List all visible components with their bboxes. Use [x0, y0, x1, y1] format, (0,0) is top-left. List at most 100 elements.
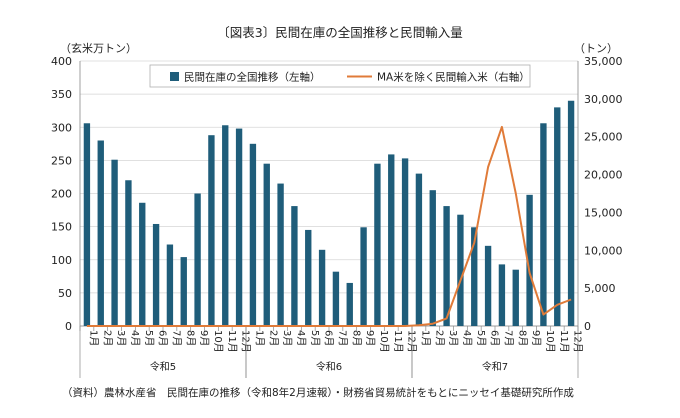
- bar: [457, 214, 464, 326]
- month-label: 7月: [170, 330, 182, 346]
- month-label: 1月: [419, 330, 431, 346]
- bar: [374, 163, 381, 326]
- right-tick-label: 20,000: [584, 169, 623, 182]
- plot-area: 0 50 100 150 200 250 300 350 400 0 5,000 10,000 15,0…: [51, 55, 623, 378]
- legend-bar-label: 民間在庫の全国推移（左軸）: [184, 71, 321, 84]
- month-label: 2月: [267, 330, 279, 346]
- bar: [388, 154, 395, 326]
- bar: [235, 128, 243, 326]
- left-tick-label: 350: [51, 88, 72, 101]
- left-tick-label: 300: [51, 121, 72, 134]
- bar: [83, 123, 91, 327]
- right-tick-label: 5,000: [584, 282, 616, 295]
- bar: [125, 180, 132, 326]
- month-label: 10月: [378, 330, 390, 353]
- month-label: 7月: [336, 330, 348, 346]
- bar: [346, 282, 353, 326]
- month-label: 9月: [364, 330, 376, 346]
- bar: [429, 190, 436, 326]
- bar: [249, 143, 257, 326]
- bar: [208, 135, 215, 326]
- month-label: 12月: [240, 330, 252, 353]
- month-label: 10月: [212, 330, 224, 353]
- right-tick-label: 35,000: [584, 55, 623, 68]
- month-label: 7月: [502, 330, 514, 346]
- left-tick-label: 50: [58, 287, 72, 300]
- month-label: 5月: [309, 330, 321, 346]
- month-label: 11月: [558, 330, 570, 353]
- bar: [443, 206, 450, 326]
- bar: [277, 183, 284, 326]
- bar: [401, 158, 409, 326]
- month-label: 9月: [198, 330, 210, 346]
- month-label: 6月: [157, 330, 169, 346]
- bar: [512, 269, 519, 326]
- bar: [152, 223, 160, 326]
- bar: [166, 244, 174, 326]
- month-label: 12月: [572, 330, 584, 353]
- bar: [111, 159, 118, 326]
- left-tick-label: 200: [51, 188, 72, 201]
- bar: [567, 100, 575, 326]
- bar: [471, 227, 478, 326]
- month-label: 1月: [253, 330, 265, 346]
- legend-bar-swatch: [170, 72, 179, 81]
- month-label: 5月: [143, 330, 155, 346]
- month-label: 6月: [323, 330, 335, 346]
- legend-frame: [149, 64, 531, 88]
- month-label: 11月: [392, 330, 404, 353]
- left-axis-label: （玄米万トン）: [60, 41, 137, 55]
- month-label: 8月: [350, 330, 362, 346]
- bar: [484, 245, 492, 326]
- month-label: 2月: [433, 330, 445, 346]
- year-group-label: 令和5: [150, 360, 176, 373]
- month-label: 3月: [447, 330, 459, 346]
- month-label: 8月: [184, 330, 196, 346]
- month-label: 10月: [544, 330, 556, 353]
- bar: [360, 227, 367, 326]
- bar: [415, 173, 423, 326]
- right-tick-label: 30,000: [584, 93, 623, 106]
- bar: [498, 264, 506, 326]
- bar: [554, 107, 561, 326]
- month-label: 5月: [475, 330, 487, 346]
- left-tick-label: 400: [51, 55, 72, 68]
- bar: [222, 125, 229, 326]
- right-tick-label: 0: [584, 320, 591, 333]
- right-axis-label: （トン）: [574, 42, 618, 55]
- month-label: 8月: [516, 330, 528, 346]
- bar: [332, 271, 340, 326]
- chart-title: 〔図表3〕民間在庫の全国推移と民間輸入量: [217, 25, 462, 40]
- bar: [305, 229, 312, 326]
- right-tick-label: 25,000: [584, 131, 623, 144]
- left-tick-label: 100: [51, 254, 72, 267]
- bar: [263, 163, 270, 326]
- bar: [540, 123, 547, 327]
- month-label: 6月: [489, 330, 501, 346]
- bar: [318, 249, 326, 326]
- source-note: （資料）農林水産省 民間在庫の推移（令和8年2月速報）・財務省貿易統計をもとにニ…: [62, 386, 574, 399]
- bar: [180, 257, 187, 326]
- bar: [526, 194, 533, 326]
- year-group-label: 令和6: [316, 360, 342, 373]
- bar: [97, 140, 104, 326]
- legend: 民間在庫の全国推移（左軸） MA米を除く民間輸入米（右軸）: [149, 64, 531, 88]
- month-label: 3月: [115, 330, 127, 346]
- left-tick-label: 250: [51, 154, 72, 167]
- left-tick-label: 0: [65, 320, 72, 333]
- bar: [291, 206, 298, 326]
- year-group-label: 令和7: [482, 360, 508, 373]
- month-label: 4月: [461, 330, 473, 346]
- bar: [139, 202, 146, 326]
- month-label: 4月: [295, 330, 307, 346]
- month-label: 4月: [129, 330, 141, 346]
- month-label: 12月: [406, 330, 418, 353]
- legend-line-label: MA米を除く民間輸入米（右軸）: [377, 71, 530, 84]
- line-series: [86, 125, 572, 327]
- right-tick-label: 15,000: [584, 206, 623, 219]
- left-tick-label: 150: [51, 221, 72, 234]
- month-label: 2月: [101, 330, 113, 346]
- bar: [194, 193, 201, 326]
- right-tick-label: 10,000: [584, 244, 623, 257]
